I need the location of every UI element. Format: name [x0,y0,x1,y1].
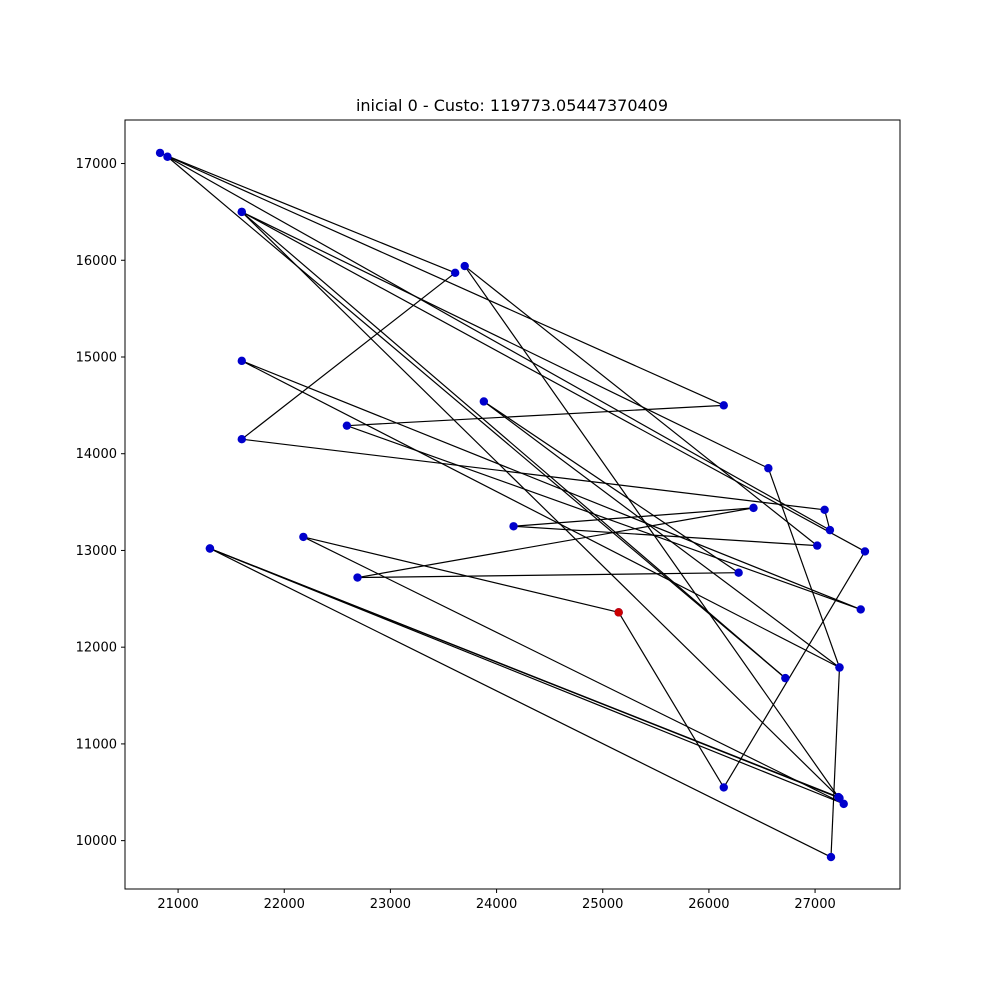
y-axis: 10000 11000 12000 13000 14000 15000 16000 17000 [76,157,125,849]
tour-segment [241,360,861,611]
tour-path [159,152,866,858]
x-tick-label: 27000 [794,897,835,912]
tour-segment [723,551,866,788]
city-point [299,532,308,542]
city-point [450,268,460,278]
tour-segment [830,667,841,858]
x-tick-label: 26000 [688,897,729,912]
x-tick-label: 24000 [476,897,517,912]
city-point [237,435,246,444]
tour-segment [483,401,840,668]
y-tick-label: 11000 [76,737,117,752]
tour-segment [241,211,769,469]
tour-points [155,148,870,862]
tour-segment [767,468,841,668]
tour-segment [618,612,725,788]
y-tick-label: 17000 [76,157,117,172]
city-point [749,503,758,513]
tour-segment [241,438,825,511]
x-tick-label: 23000 [370,897,411,912]
x-tick-label: 21000 [157,897,198,912]
start-point [614,608,623,617]
tour-segment [241,211,786,679]
city-point [237,356,246,366]
city-point [826,852,836,862]
city-point [834,792,843,802]
tour-segment [464,265,839,798]
city-point [839,799,848,809]
city-point [479,397,489,406]
city-point [820,505,829,515]
tour-segment [159,152,725,406]
y-tick-label: 16000 [76,254,117,269]
tour-segment [303,536,619,613]
y-tick-label: 14000 [76,447,117,462]
city-point [205,544,215,553]
city-point [812,541,822,550]
city-point [155,148,165,158]
tour-segment [483,400,739,574]
city-point [719,783,728,792]
tour-segment [241,360,840,669]
city-point [237,207,246,217]
y-tick-label: 13000 [76,544,117,559]
tour-segment [346,425,861,611]
city-point [781,673,790,683]
city-point [460,261,469,271]
x-tick-label: 22000 [264,897,305,912]
city-point [856,605,865,614]
y-tick-label: 12000 [76,641,117,656]
tour-segment [303,536,844,805]
tour-segment [167,156,786,679]
y-tick-label: 10000 [76,834,117,849]
x-axis: 21000 22000 23000 24000 25000 26000 27000 [157,889,836,912]
city-point [509,522,518,531]
tour-segment [209,547,839,798]
city-point [764,464,773,473]
tour-segment [209,547,844,805]
city-point [835,663,844,672]
tour-segment [357,507,754,579]
tour-segment [241,211,840,799]
x-tick-label: 25000 [582,897,623,912]
city-point [734,568,743,577]
city-point [342,421,352,430]
chart-title: inicial 0 - Custo: 119773.05447370409 [356,96,668,115]
tour-segment [357,572,739,579]
y-tick-label: 15000 [76,350,117,365]
tour-segment [241,272,456,440]
tour-segment [241,211,866,552]
tour-segment [167,156,831,531]
city-point [719,401,728,410]
tour-segment [513,507,754,527]
city-point [353,573,362,582]
plot-area-frame [124,119,901,890]
tour-segment [159,152,456,274]
city-point [163,152,172,161]
tour-segment [513,525,818,547]
tour-segment [209,547,832,858]
city-point [860,547,870,556]
tour-segment [346,404,724,427]
city-point [825,525,835,535]
